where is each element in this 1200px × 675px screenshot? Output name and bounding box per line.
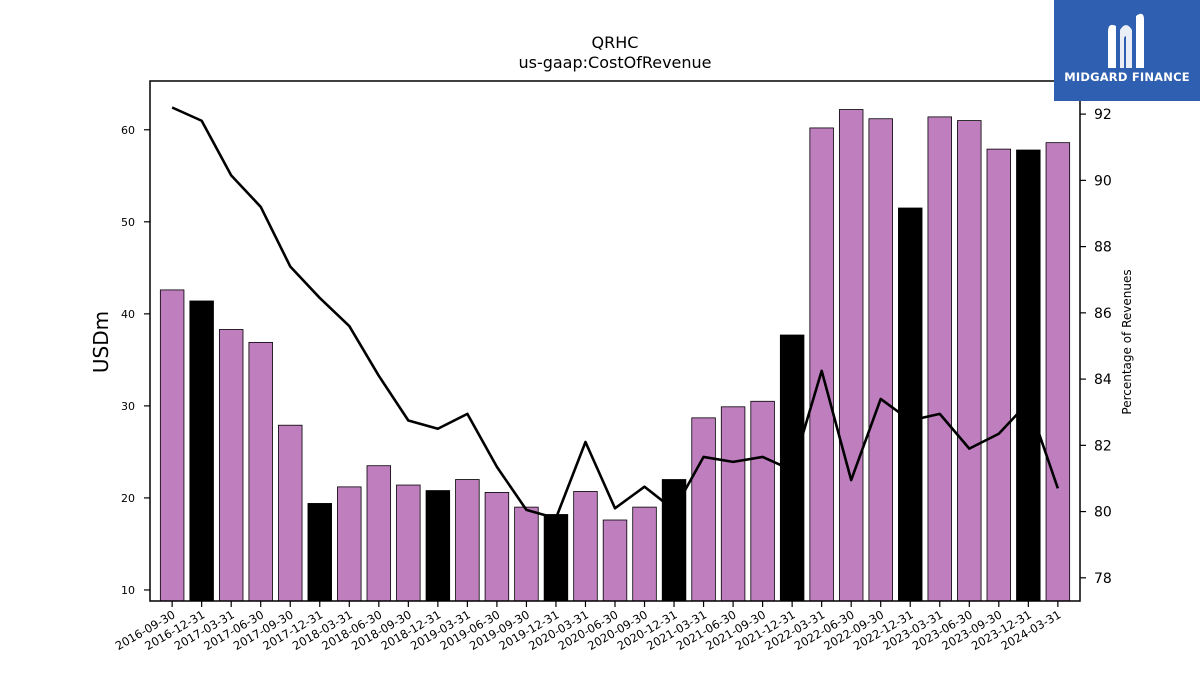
bar-2021-06-30 [720,406,746,602]
y-tick-label-20: 20 [121,492,135,505]
y-tick-label-60: 60 [121,124,135,137]
y-tick-label-50: 50 [121,216,135,229]
bar-2019-12-31 [543,514,569,602]
bar-2021-03-31 [691,417,716,602]
bar-2023-03-31 [927,116,952,602]
y2-tick-label-80: 80 [1094,505,1112,521]
bar-2021-09-30 [750,400,775,602]
y-tick-label-30: 30 [121,400,135,413]
bar-2018-12-31 [425,490,451,602]
logo-mark-icon [1108,13,1144,68]
midgard-finance-logo: MIDGARD FINANCE [1054,0,1200,101]
y-tick-label-40: 40 [121,308,135,321]
bar-2023-12-31 [1016,149,1041,602]
bar-2019-03-31 [455,479,480,602]
bar-2017-12-31 [307,503,332,602]
bar-2016-12-31 [189,300,214,602]
chart-subtitle: us-gaap:CostOfRevenue [518,53,711,72]
bar-2024-03-31 [1045,142,1071,602]
logo-text: MIDGARD FINANCE [1064,70,1190,84]
chart-title: QRHC [592,33,639,52]
bar-2016-09-30 [159,289,185,602]
y2-tick-label-90: 90 [1094,173,1112,189]
bar-2017-06-30 [248,341,273,602]
bar-2020-03-31 [573,491,598,602]
y-axis-label: USDm [89,311,113,373]
y2-tick-label-84: 84 [1094,372,1112,388]
bar-2022-06-30 [838,109,864,602]
bar-2020-09-30 [632,506,657,602]
bar-2018-03-31 [337,486,362,602]
y2-tick-label-88: 88 [1094,240,1112,256]
percentage-line [171,106,1060,520]
bar-2023-09-30 [986,148,1012,602]
y2-tick-label-82: 82 [1094,438,1112,454]
bar-2018-06-30 [366,465,392,602]
y2-tick-label-92: 92 [1094,107,1112,123]
bar-2022-03-31 [809,127,834,602]
y2-tick-label-78: 78 [1094,571,1112,587]
bars-layer [159,109,1071,602]
line-layer [171,106,1060,520]
bar-2018-09-30 [396,484,421,602]
bar-2017-03-31 [218,329,244,602]
bar-2017-09-30 [278,424,303,602]
bar-2019-09-30 [514,506,539,602]
bar-2019-06-30 [484,491,510,602]
bar-2022-09-30 [868,118,893,602]
y-tick-label-10: 10 [121,584,135,597]
bar-2023-06-30 [957,120,982,602]
bar-2020-06-30 [602,519,628,602]
y2-axis-label: Percentage of Revenues [1120,269,1134,414]
bar-2022-12-31 [898,207,923,602]
y2-tick-label-86: 86 [1094,306,1112,322]
